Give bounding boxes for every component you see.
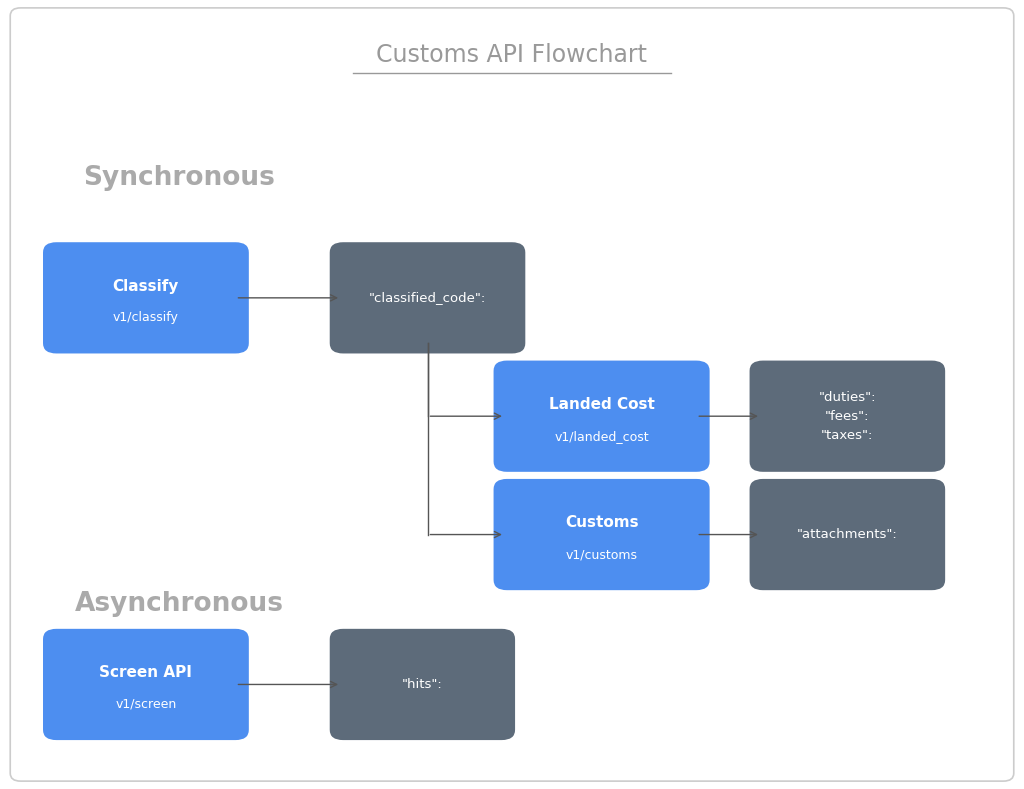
Text: Landed Cost: Landed Cost: [549, 397, 654, 412]
Text: Screen API: Screen API: [99, 665, 193, 680]
FancyBboxPatch shape: [43, 242, 249, 353]
Text: v1/landed_cost: v1/landed_cost: [554, 430, 649, 443]
Text: v1/classify: v1/classify: [113, 312, 179, 324]
Text: v1/screen: v1/screen: [116, 698, 176, 711]
FancyBboxPatch shape: [330, 242, 525, 353]
Text: v1/customs: v1/customs: [565, 548, 638, 561]
Text: Synchronous: Synchronous: [83, 165, 275, 190]
FancyBboxPatch shape: [10, 8, 1014, 781]
Text: "classified_code":: "classified_code":: [369, 291, 486, 305]
FancyBboxPatch shape: [494, 361, 710, 472]
Text: "duties":
"fees":
"taxes":: "duties": "fees": "taxes":: [818, 391, 877, 442]
Text: Classify: Classify: [113, 279, 179, 294]
FancyBboxPatch shape: [43, 629, 249, 740]
Text: Customs: Customs: [565, 515, 638, 530]
Text: Customs API Flowchart: Customs API Flowchart: [377, 43, 647, 67]
Text: "hits":: "hits":: [402, 678, 442, 691]
FancyBboxPatch shape: [494, 479, 710, 590]
FancyBboxPatch shape: [750, 361, 945, 472]
Text: Asynchronous: Asynchronous: [75, 591, 284, 616]
FancyBboxPatch shape: [750, 479, 945, 590]
Text: "attachments":: "attachments":: [797, 528, 898, 541]
FancyBboxPatch shape: [330, 629, 515, 740]
